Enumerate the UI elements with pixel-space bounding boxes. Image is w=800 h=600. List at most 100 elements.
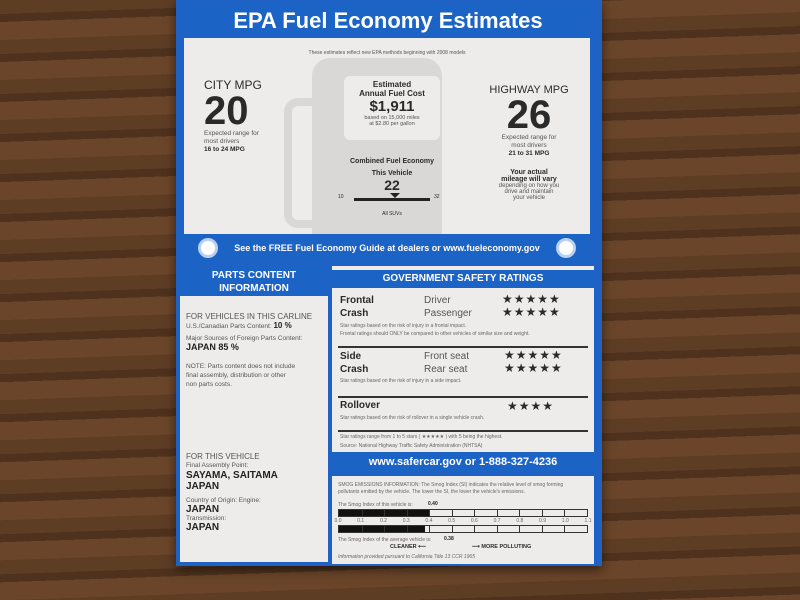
fuel-guide-text: See the FREE Fuel Economy Guide at deale… bbox=[234, 243, 540, 253]
vary-1: Your actual bbox=[510, 169, 548, 176]
smog-tick-label: 0.4 bbox=[425, 518, 433, 524]
smog-cell-divider bbox=[384, 510, 386, 516]
frontal-r1: Driver bbox=[424, 295, 451, 306]
fuel-economy-label: EPA Fuel Economy Estimates These estimat… bbox=[176, 0, 602, 566]
cost-basis-1: based on 15,000 miles bbox=[364, 115, 420, 121]
smog-cell-divider bbox=[406, 526, 408, 532]
carline-heading: FOR VEHICLES IN THIS CARLINE bbox=[186, 312, 313, 321]
smog-cell-divider bbox=[564, 526, 566, 532]
parts-title-2: INFORMATION bbox=[219, 283, 289, 294]
scale-bar bbox=[354, 198, 430, 201]
frontal-l2: Crash bbox=[340, 308, 369, 319]
carline-info: FOR VEHICLES IN THIS CARLINE U.S./Canadi… bbox=[186, 312, 326, 389]
smog-tick-label: 0.5 bbox=[448, 518, 456, 524]
star-rating-icon: ★★★★ bbox=[507, 399, 555, 413]
divider bbox=[338, 430, 588, 432]
combined-mpg: Combined Fuel Economy This Vehicle 22 10… bbox=[324, 158, 460, 217]
smog-ticks: 0.0 0.1 0.2 0.3 0.4 0.5 0.6 0.7 0.8 0.9 1.0 1.1 bbox=[334, 518, 592, 524]
smog-panel: SMOG EMISSIONS INFORMATION: The Smog Ind… bbox=[332, 476, 594, 564]
smog-tick-label: 1.1 bbox=[584, 518, 592, 524]
city-value: 20 bbox=[204, 89, 249, 133]
vary-5: your vehicle bbox=[512, 195, 545, 201]
smog-cell-divider bbox=[384, 526, 386, 532]
divider bbox=[338, 396, 588, 398]
smog-footer: Information provided pursuant to Califor… bbox=[338, 554, 475, 560]
parts-header: PARTS CONTENT INFORMATION bbox=[180, 266, 328, 296]
smog-cell-divider bbox=[451, 510, 453, 516]
smog-vehicle-bar bbox=[338, 509, 588, 517]
smog-cell-divider bbox=[474, 526, 476, 532]
smog-tick-label: 0.6 bbox=[470, 518, 478, 524]
smog-intro: SMOG EMISSIONS INFORMATION: The Smog Ind… bbox=[338, 482, 564, 495]
annual-cost: Estimated Annual Fuel Cost $1,911 based … bbox=[334, 80, 450, 127]
doe-seal-icon bbox=[556, 238, 576, 258]
combined-value: 22 bbox=[384, 177, 400, 193]
smog-average-bar bbox=[338, 525, 588, 533]
city-range-text: Expected range for most drivers bbox=[204, 130, 259, 145]
highway-label: HIGHWAY MPG bbox=[489, 84, 569, 96]
smog-cell-divider bbox=[361, 526, 363, 532]
cleaner-text: CLEANER bbox=[390, 544, 417, 550]
polluting-label: ⟶ MORE POLLUTING bbox=[472, 544, 531, 550]
foreign-label: Major Sources of Foreign Parts Content: bbox=[186, 335, 303, 342]
side-label: Side Crash bbox=[340, 350, 368, 376]
safercar-contact: www.safercar.gov or 1-888-327-4236 bbox=[332, 452, 594, 472]
mpg-panel: These estimates reflect new EPA methods … bbox=[184, 38, 590, 234]
smog-cell-divider bbox=[519, 526, 521, 532]
scale-min: 10 bbox=[338, 194, 344, 200]
combined-class: All SUVs bbox=[382, 211, 402, 217]
methods-note: These estimates reflect new EPA methods … bbox=[308, 50, 466, 56]
side-r1: Front seat bbox=[424, 351, 470, 362]
safety-header: GOVERNMENT SAFETY RATINGS bbox=[332, 270, 594, 288]
side-l2: Crash bbox=[340, 364, 369, 375]
smog-tick-label: 0.9 bbox=[539, 518, 547, 524]
parts-content-panel: PARTS CONTENT INFORMATION FOR VEHICLES IN… bbox=[180, 266, 328, 562]
combined-sub: This Vehicle bbox=[371, 170, 413, 177]
engine-value: JAPAN bbox=[186, 504, 220, 515]
vary-2: mileage will vary bbox=[501, 176, 557, 183]
smog-cell-divider bbox=[541, 526, 543, 532]
side-stars: ★★★★★ ★★★★★ bbox=[504, 349, 563, 375]
cost-title-2: Annual Fuel Cost bbox=[359, 89, 425, 98]
epa-seal-icon bbox=[198, 238, 218, 258]
cost-title-1: Estimated bbox=[372, 80, 412, 89]
frontal-label: Frontal Crash bbox=[340, 294, 374, 320]
highway-range: 21 to 31 MPG bbox=[508, 150, 550, 157]
vehicle-heading: FOR THIS VEHICLE bbox=[186, 452, 260, 461]
highway-range-text: Expected range for most drivers bbox=[501, 134, 557, 149]
parts-title-1: PARTS CONTENT bbox=[211, 270, 297, 281]
side-seats: Front seat Rear seat bbox=[424, 350, 469, 376]
smog-cell-divider bbox=[429, 510, 431, 516]
cost-basis-2: at $2.80 per gallon bbox=[369, 121, 415, 127]
smog-fill bbox=[339, 526, 425, 532]
star-rating-icon: ★★★★★ bbox=[502, 292, 561, 306]
smog-average-label: The Smog Index of the average vehicle is… bbox=[338, 537, 432, 543]
frontal-n1: Star ratings based on the risk of injury… bbox=[340, 323, 467, 329]
star-rating-icon: ★★★★★ bbox=[502, 305, 561, 319]
note-3: non parts costs. bbox=[186, 381, 232, 388]
note-1: NOTE: Parts content does not include bbox=[186, 363, 296, 370]
combined-title: Combined Fuel Economy bbox=[349, 158, 434, 165]
smog-tick-label: 0.7 bbox=[493, 518, 501, 524]
smog-cell-divider bbox=[519, 510, 521, 516]
vary-4: drive and maintain bbox=[504, 189, 554, 195]
smog-cell-divider bbox=[564, 510, 566, 516]
note-2: final assembly, distribution or other bbox=[186, 372, 286, 379]
cost-card bbox=[344, 76, 440, 140]
label-title: EPA Fuel Economy Estimates bbox=[186, 4, 590, 38]
cost-amount: $1,911 bbox=[369, 98, 415, 115]
side-note: Star ratings based on the risk of injury… bbox=[340, 378, 462, 384]
smog-cell-divider bbox=[451, 526, 453, 532]
assembly-label: Final Assembly Point: bbox=[186, 462, 249, 469]
scale-max: 32 bbox=[434, 194, 440, 200]
smog-tick-label: 0.0 bbox=[334, 518, 342, 524]
foreign-value: JAPAN 85 % bbox=[186, 342, 239, 352]
smog-cell-divider bbox=[429, 526, 431, 532]
side-l1: Side bbox=[340, 351, 362, 362]
cleaner-label: CLEANER ⟵ bbox=[390, 544, 426, 550]
frontal-n2: Frontal ratings should ONLY be compared … bbox=[340, 331, 530, 337]
smog-tick-label: 0.8 bbox=[516, 518, 524, 524]
smog-cell-divider bbox=[474, 510, 476, 516]
highway-mpg: HIGHWAY MPG 26 Expected range for most d… bbox=[474, 84, 584, 201]
fuel-guide-banner: See the FREE Fuel Economy Guide at deale… bbox=[184, 234, 590, 262]
